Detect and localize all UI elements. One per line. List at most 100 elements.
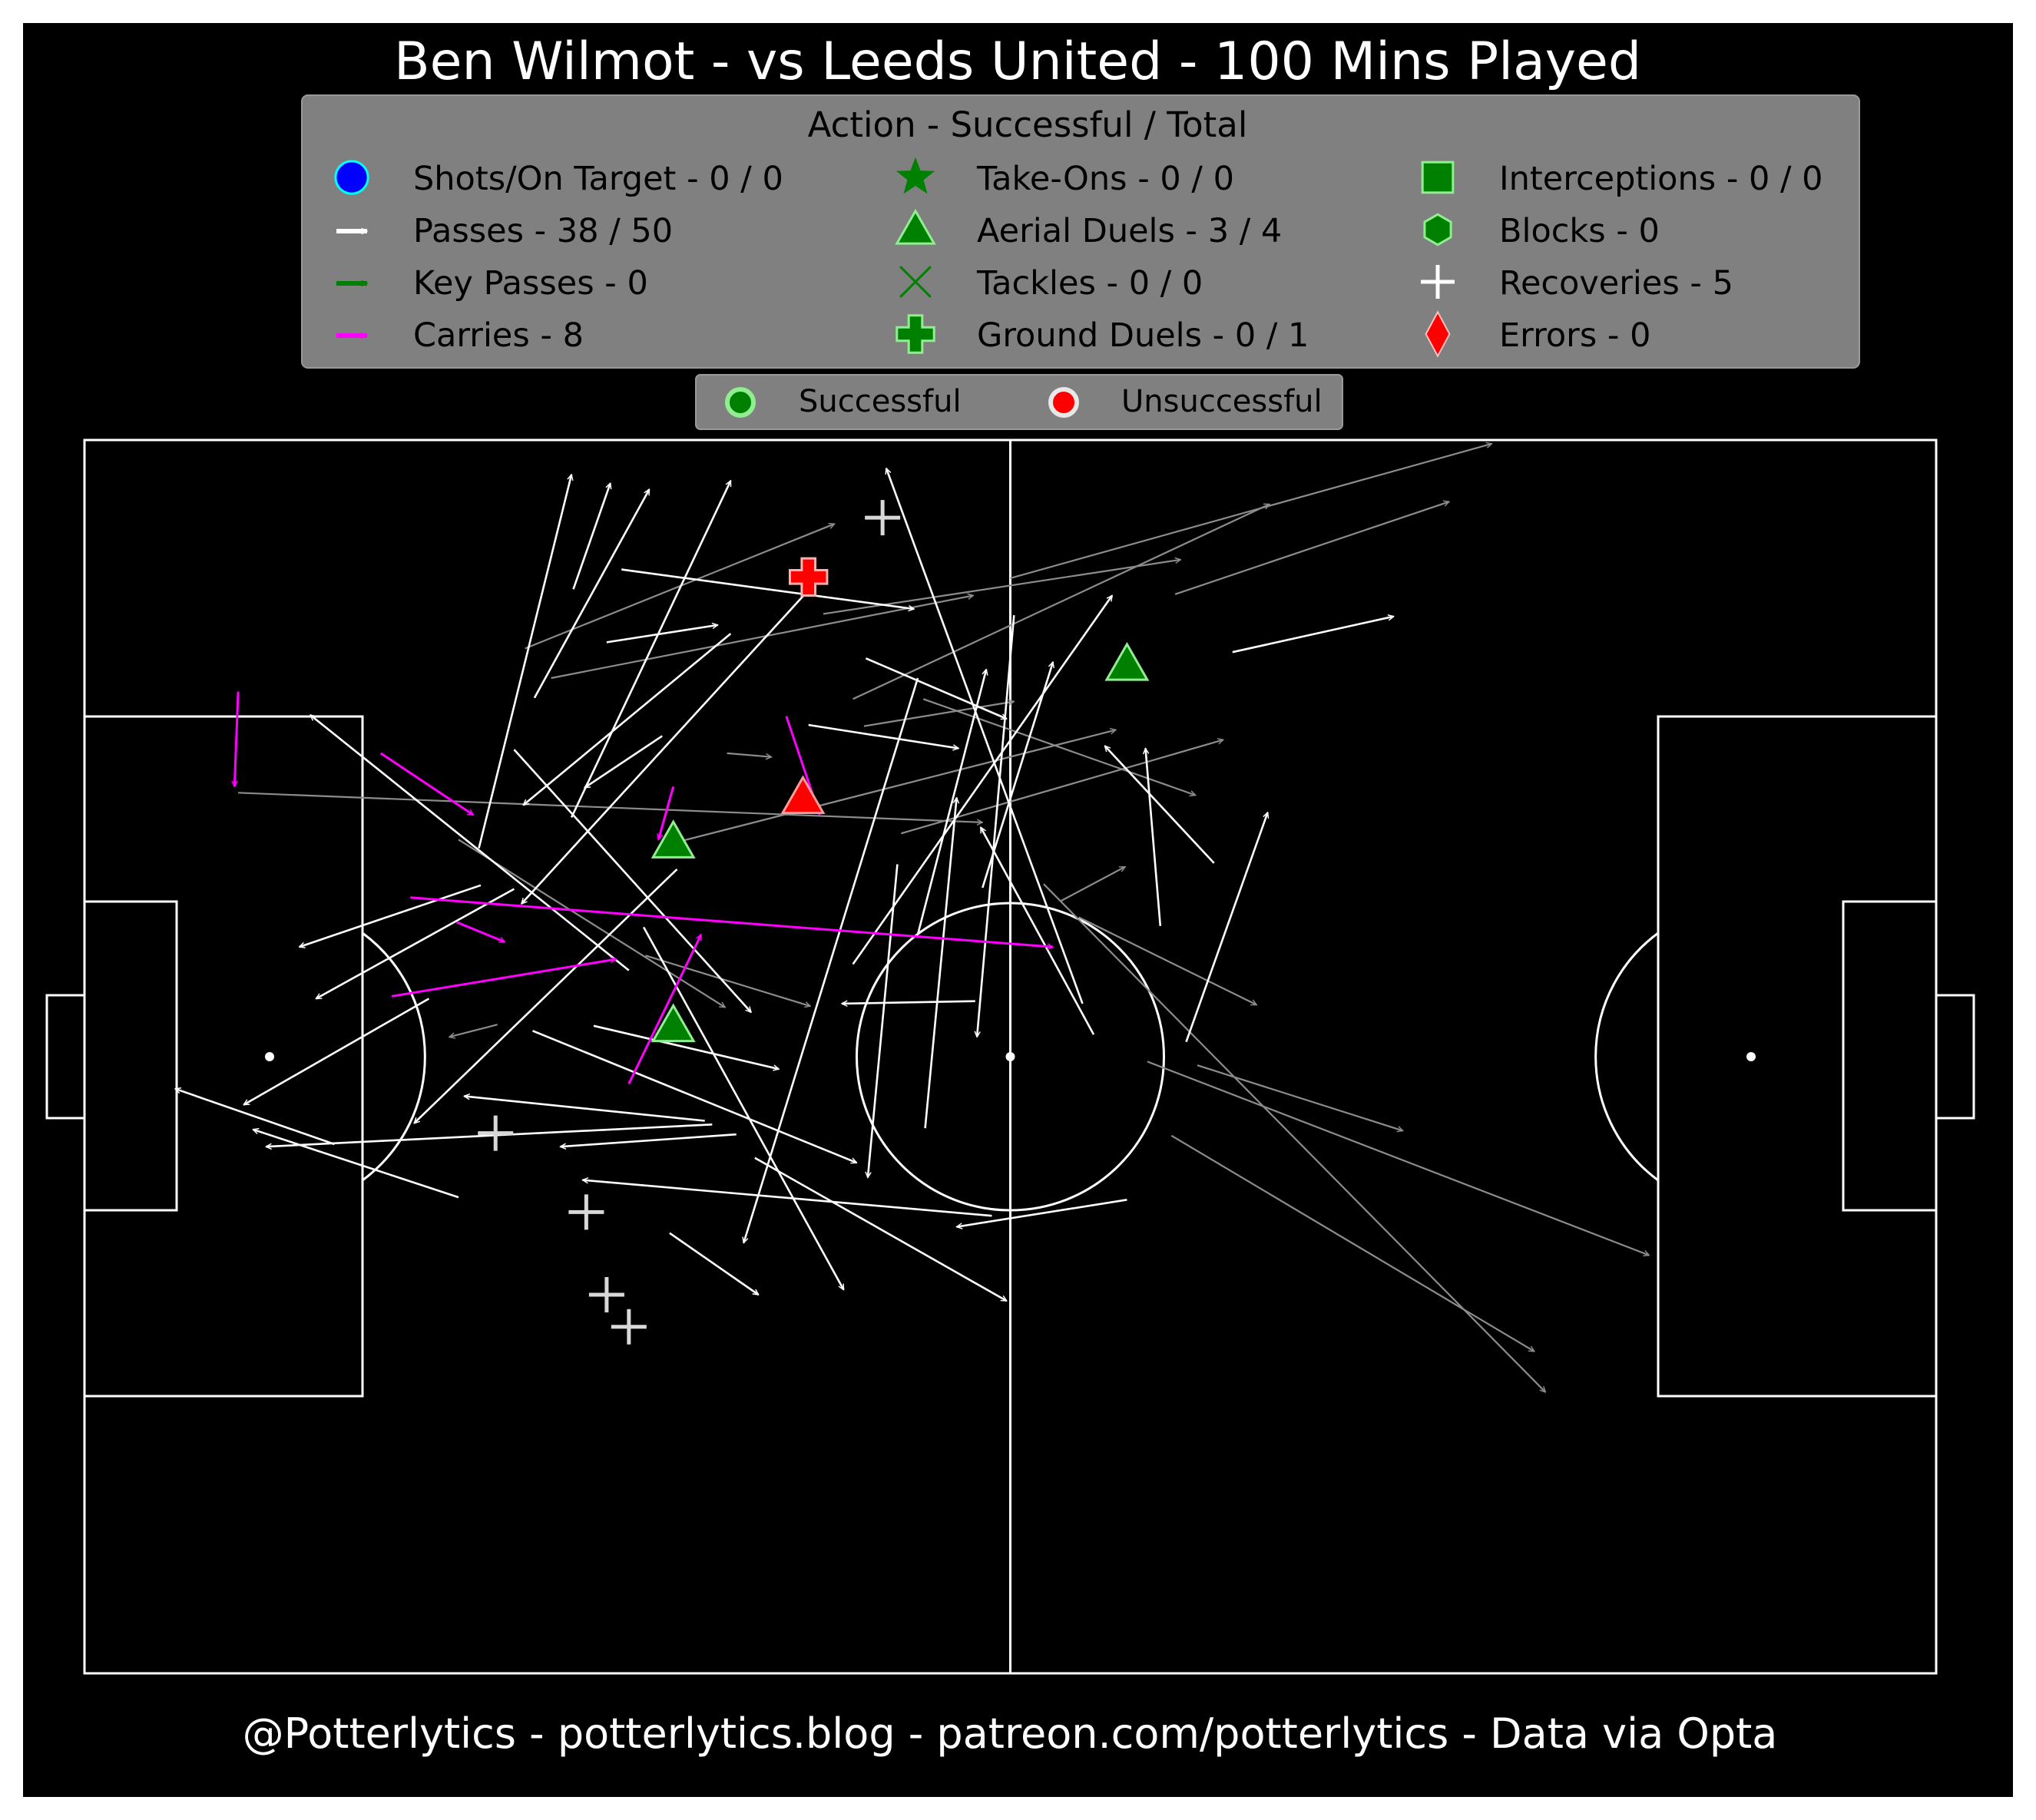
legend-circle-icon	[334, 160, 369, 195]
complete-pass-arrow	[570, 481, 732, 818]
complete-pass-arrow	[561, 1133, 737, 1147]
complete-pass-arrow	[754, 1157, 1007, 1302]
recovery-marker	[478, 1115, 514, 1151]
legend-label: Passes - 38 / 50	[413, 212, 673, 250]
complete-pass-arrow	[572, 483, 611, 590]
complete-pass-arrow	[865, 657, 1006, 720]
centre-circle	[856, 902, 1165, 1212]
incomplete-pass-arrow	[727, 752, 772, 757]
right-penalty-arc	[1594, 932, 1659, 1182]
legend-label: Tackles - 0 / 0	[976, 264, 1203, 303]
aerial-duel-won-marker	[651, 1003, 696, 1043]
complete-pass-arrow	[621, 568, 914, 609]
legend-plus-icon	[1421, 265, 1455, 299]
complete-pass-arrow	[808, 723, 958, 749]
outcome-legend-box	[695, 374, 1343, 430]
carry-arrow	[410, 896, 1053, 947]
complete-pass-arrow	[593, 1024, 779, 1069]
incomplete-pass-arrow	[1147, 1061, 1649, 1255]
carry-arrow	[627, 935, 703, 1084]
complete-pass-arrow	[583, 1180, 992, 1217]
legend-square-icon	[1421, 160, 1455, 194]
complete-pass-arrow	[669, 1232, 759, 1296]
complete-pass-arrow	[924, 798, 957, 1129]
complete-pass-arrow	[310, 714, 630, 971]
complete-passes	[175, 468, 1394, 1302]
complete-pass-arrow	[852, 595, 1114, 965]
complete-pass-arrow	[253, 1130, 459, 1199]
carry-arrow	[391, 959, 616, 998]
unsuccessful-swatch-icon	[1048, 387, 1079, 418]
event-markers	[478, 500, 1150, 1345]
incomplete-pass-arrow	[551, 595, 974, 680]
ground-duel-lost-marker	[789, 557, 829, 597]
left-goal	[45, 994, 86, 1120]
legend: Action - Successful / Total Shots/On Tar…	[301, 94, 1860, 369]
complete-pass-arrow	[916, 670, 986, 935]
complete-pass-arrow	[175, 1089, 335, 1146]
complete-pass-arrow	[842, 1000, 975, 1004]
complete-pass-arrow	[316, 888, 515, 1000]
footer-credit: @Potterlytics - potterlytics.blog - patr…	[243, 1709, 1778, 1758]
right-penalty-spot	[1746, 1052, 1756, 1061]
outcome-legend: Successful Unsuccessful	[695, 374, 1343, 430]
complete-pass-arrow	[606, 625, 718, 644]
complete-pass-arrow	[523, 633, 732, 805]
complete-pass-arrow	[584, 735, 663, 789]
legend-label: Aerial Duels - 3 / 4	[977, 212, 1282, 250]
complete-pass-arrow	[464, 1096, 705, 1122]
complete-pass-arrow	[743, 677, 919, 1243]
incomplete-pass-arrow	[677, 730, 1116, 843]
incomplete-pass-arrow	[1010, 444, 1492, 579]
chart-title: Ben Wilmot - vs Leeds United - 100 Mins …	[394, 31, 1641, 92]
complete-pass-arrow	[1146, 749, 1162, 926]
carry-arrow	[234, 691, 240, 787]
carry-arrow	[456, 921, 505, 943]
legend-label: Carries - 8	[413, 316, 584, 355]
incomplete-pass-arrow	[1078, 916, 1257, 1006]
recovery-marker	[588, 1276, 624, 1312]
legend-box	[301, 94, 1860, 369]
legend-label: Take-Ons - 0 / 0	[976, 160, 1234, 198]
complete-pass-arrow	[1185, 812, 1268, 1043]
left-penalty-spot	[265, 1052, 274, 1061]
complete-pass-arrow	[1232, 617, 1394, 654]
incomplete-pass-arrow	[449, 1024, 498, 1037]
legend-entries: Shots/On Target - 0 / 0 Passes - 38 / 50 K…	[334, 157, 1823, 358]
recovery-marker	[568, 1194, 604, 1230]
complete-pass-arrow	[243, 998, 430, 1106]
complete-pass-arrow	[513, 749, 751, 1012]
legend-label: Errors - 0	[1499, 316, 1650, 355]
complete-pass-arrow	[414, 868, 678, 1123]
complete-pass-arrow	[1105, 746, 1215, 864]
incomplete-pass-arrow	[852, 503, 1270, 700]
legend-star-icon	[896, 157, 935, 194]
incomplete-pass-arrow	[1174, 501, 1449, 595]
legend-x-icon	[899, 266, 932, 298]
aerial-duel-lost-marker	[780, 775, 826, 815]
complete-pass-arrow	[300, 884, 482, 947]
complete-pass-arrow	[886, 468, 1084, 1004]
incomplete-pass-arrow	[645, 955, 811, 1006]
legend-label: Interceptions - 0 / 0	[1499, 160, 1823, 198]
incomplete-pass-arrow	[1197, 1064, 1403, 1130]
complete-pass-arrow	[521, 593, 806, 904]
recovery-marker	[611, 1309, 647, 1345]
legend-triangle-icon	[895, 208, 936, 245]
successful-swatch-icon	[725, 387, 756, 418]
legend-diamond-icon	[1425, 310, 1451, 358]
incomplete-pass-arrow	[1060, 865, 1125, 902]
legend-label: Recoveries - 5	[1499, 264, 1733, 303]
legend-hexagon-icon	[1423, 213, 1452, 247]
carries	[234, 691, 1053, 1084]
carry-arrow	[379, 752, 474, 816]
legend-label: Shots/On Target - 0 / 0	[413, 160, 783, 198]
complete-pass-arrow	[642, 926, 845, 1289]
complete-pass-arrow	[868, 864, 899, 1178]
left-penalty-arc	[362, 932, 426, 1182]
incomplete-pass-arrow	[863, 702, 1014, 727]
right-goal	[1935, 994, 1975, 1120]
centre-spot	[1005, 1052, 1015, 1061]
complete-pass-arrow	[266, 1123, 713, 1147]
